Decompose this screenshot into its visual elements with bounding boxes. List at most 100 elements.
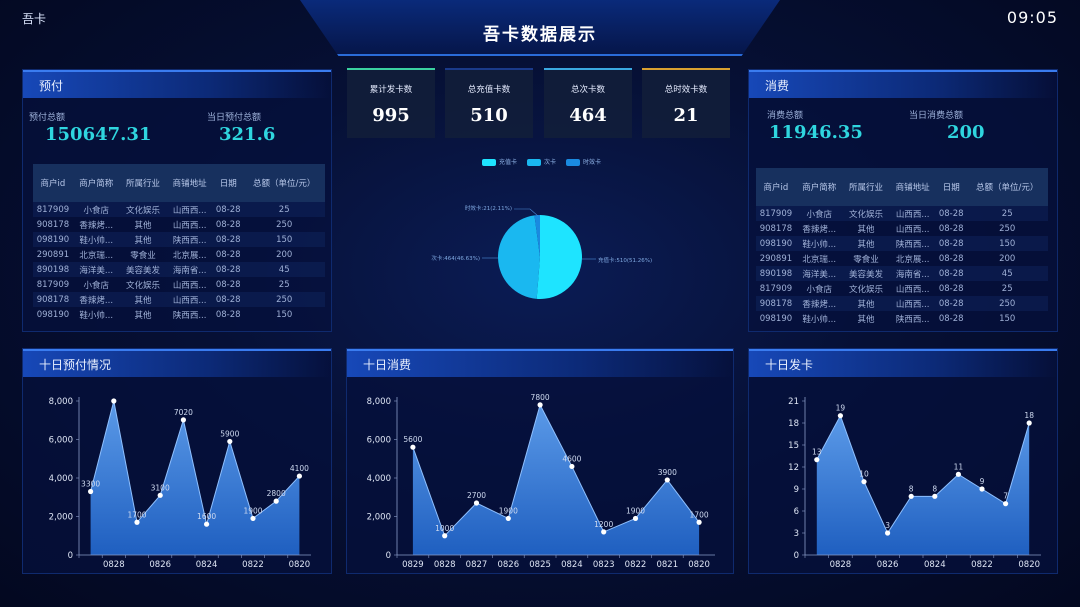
legend-item[interactable]: 充值卡 [482,157,517,166]
table-cell: 817909 [36,279,70,290]
data-point [473,500,480,506]
x-tick-label: 0828 [103,560,125,570]
title-banner [300,0,780,56]
card-value: 464 [569,105,607,126]
legend-label: 充值卡 [499,159,518,166]
stat-card: 总时效卡数 21 [642,68,730,138]
table-cell: 北京展... [172,250,207,261]
table-row[interactable]: 817909 小食店 文化娱乐 山西西... 08-28 25 [33,277,325,292]
y-tick-label: 0 [794,551,799,561]
data-point [908,493,914,499]
column-header: 所属行业 [119,164,167,202]
x-tick-label: 0825 [529,560,551,570]
table-cell: 文化娱乐 [119,202,167,217]
y-tick-label: 3 [794,529,799,539]
table-cell: 45 [966,266,1048,281]
table-row[interactable]: 908178 香辣烤... 其他 山西西... 08-28 250 [756,296,1048,311]
legend-item[interactable]: 次卡 [527,157,556,166]
data-label: 19 [836,404,846,413]
table-cell: 山西西... [166,292,214,307]
stat-label: 消费总额 [767,111,804,121]
x-tick-label: 0823 [593,560,615,570]
table-row[interactable]: 817909 小食店 文化娱乐 山西西... 08-28 25 [33,202,325,217]
table-row[interactable]: 098190 鞋小帅... 其他 陕西西... 08-28 150 [756,311,1048,326]
stat-card: 累计发卡数 995 [347,68,435,138]
table-cell: 海南省... [889,266,937,281]
table-cell: 08-28 [213,202,244,217]
table-cell: 908178 [759,223,793,234]
table-cell: 海洋美... [795,266,843,281]
x-tick-label: 0820 [1018,560,1040,570]
data-point [204,521,210,527]
data-label: 8 [932,484,937,493]
table-cell: 美容美发 [842,266,890,281]
table-cell: 其他 [842,296,890,311]
table-cell: 鞋小帅... [802,314,837,325]
data-point [1026,420,1032,426]
table-row[interactable]: 908178 香辣烤... 其他 山西西... 08-28 250 [756,221,1048,236]
x-tick-label: 0820 [289,560,311,570]
column-header: 商户id [756,168,796,206]
x-tick-label: 0827 [466,560,488,570]
consume-total: 11946.35 [769,122,863,143]
data-point [296,473,302,479]
table-cell: 908178 [756,296,796,311]
table-cell: 08-28 [938,283,964,294]
table-cell: 陕西西... [166,232,214,247]
data-point [861,479,867,485]
table-cell: 150 [999,313,1016,324]
data-label: 1900 [499,506,518,515]
data-label: 2800 [267,489,286,498]
table-row[interactable]: 890198 海洋美... 美容美发 海南省... 08-28 45 [33,262,325,277]
pie-slice [534,215,540,257]
data-label: 4100 [290,464,309,473]
x-tick-label: 0826 [149,560,171,570]
table-cell: 250 [243,292,325,307]
panel-title: 消费 [749,70,1057,98]
y-tick-label: 0 [386,551,391,561]
table-row[interactable]: 817909 小食店 文化娱乐 山西西... 08-28 25 [756,281,1048,296]
x-tick-label: 0820 [688,560,710,570]
legend-item[interactable]: 时效卡 [566,157,601,166]
table-row[interactable]: 908178 香辣烤... 其他 山西西... 08-28 250 [33,217,325,232]
table-cell: 098190 [756,236,796,251]
data-point [1003,501,1009,507]
x-tick-label: 0821 [656,560,678,570]
table-row[interactable]: 098190 鞋小帅... 其他 陕西西... 08-28 150 [33,232,325,247]
table-cell: 山西西... [166,202,214,217]
top-bar: 吾卡 吾卡数据展示 09:05 [0,0,1080,58]
table-cell: 890198 [33,262,73,277]
data-label: 7 [1003,492,1008,501]
table-cell: 北京瑞... [79,250,114,261]
table-row[interactable]: 908178 香辣烤... 其他 山西西... 08-28 250 [33,292,325,307]
data-point [157,492,163,498]
legend-label: 次卡 [544,159,557,166]
pie-legend: 充值卡 次卡 时效卡 [482,157,601,166]
table-row[interactable]: 817909 小食店 文化娱乐 山西西... 08-28 25 [756,206,1048,221]
table-cell: 08-28 [938,223,964,234]
table-cell: 098190 [759,313,793,324]
column-header: 日期 [936,168,967,206]
table-cell: 08-28 [215,309,241,320]
x-tick-label: 0824 [924,560,946,570]
column-header: 商户简称 [72,164,120,202]
table-row[interactable]: 890198 海洋美... 美容美发 海南省... 08-28 45 [756,266,1048,281]
prepaid-today: 321.6 [219,124,276,145]
y-tick-label: 4,000 [49,474,73,484]
table-cell: 香辣烤... [802,224,837,235]
table-cell: 150 [966,236,1048,251]
table-cell: 陕西西... [172,310,207,321]
slice-label: 充值卡:510(51.26%) [598,256,652,264]
data-label: 3300 [81,479,100,488]
data-point [537,402,543,408]
column-header: 商户简称 [795,168,843,206]
table-row[interactable]: 290891 北京瑞... 零食业 北京展... 08-28 200 [756,251,1048,266]
data-point [837,413,843,419]
data-label: 5600 [403,435,422,444]
consume-today: 200 [947,122,985,143]
data-label: 7800 [531,393,550,402]
table-row[interactable]: 098190 鞋小帅... 其他 陕西西... 08-28 150 [33,307,325,322]
table-row[interactable]: 290891 北京瑞... 零食业 北京展... 08-28 200 [33,247,325,262]
y-tick-label: 12 [788,463,799,473]
table-row[interactable]: 098190 鞋小帅... 其他 陕西西... 08-28 150 [756,236,1048,251]
